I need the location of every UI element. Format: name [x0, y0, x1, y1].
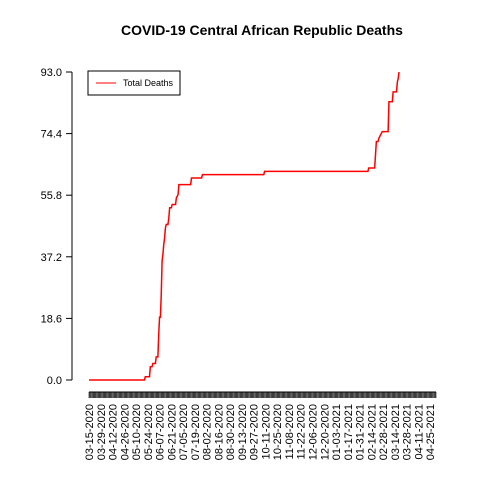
chart-title: COVID-19 Central African Republic Deaths [121, 22, 403, 38]
x-tick-label: 01-17-2021 [343, 404, 355, 460]
plot-area [89, 71, 400, 381]
legend: Total Deaths [87, 70, 181, 96]
x-tick-label: 09-13-2020 [237, 404, 249, 460]
x-tick-label: 06-21-2020 [166, 404, 178, 460]
x-tick-label: 04-25-2021 [425, 404, 437, 460]
x-tick-label: 03-29-2020 [96, 404, 108, 460]
x-tick-label: 06-07-2020 [155, 404, 167, 460]
x-tick-label: 02-28-2021 [378, 404, 390, 460]
x-tick-label: 11-08-2020 [284, 404, 296, 459]
x-tick-label: 10-11-2020 [260, 404, 272, 459]
y-tick-label: 55.8 [41, 190, 62, 202]
x-tick-label: 05-10-2020 [131, 404, 143, 460]
x-tick-label: 07-05-2020 [178, 404, 190, 460]
x-tick-label: 07-19-2020 [190, 404, 202, 460]
x-tick-label: 08-02-2020 [202, 404, 214, 460]
x-tick-label: 08-16-2020 [213, 404, 225, 460]
y-tick-label: 0.0 [47, 375, 62, 387]
x-tick-label: 09-27-2020 [249, 404, 261, 460]
y-ticks: 0.0 18.6 37.2 55.8 74.4 93.0 [41, 67, 72, 387]
x-tick-label: 04-12-2020 [108, 404, 120, 460]
x-tick-label: 01-31-2021 [355, 404, 367, 460]
y-tick-label: 93.0 [41, 67, 62, 79]
x-tick-label: 12-20-2020 [319, 404, 331, 460]
x-tick-label: 01-03-2021 [331, 404, 343, 460]
y-tick-label: 37.2 [41, 252, 62, 264]
series-line-total-deaths [89, 71, 400, 381]
x-tick-label: 12-06-2020 [307, 404, 319, 460]
x-tick-label: 04-26-2020 [119, 404, 131, 460]
x-tick-label: 11-22-2020 [296, 404, 308, 459]
y-tick-label: 74.4 [41, 129, 62, 141]
x-tick-label: 08-30-2020 [225, 404, 237, 460]
x-tick-label: 03-28-2021 [402, 404, 414, 460]
x-axis: 03-15-2020 03-29-2020 04-12-2020 04-26-2020… [84, 391, 437, 460]
legend-label: Total Deaths [123, 78, 174, 88]
x-tick-label: 10-25-2020 [272, 404, 284, 460]
x-tick-label: 04-11-2021 [413, 404, 425, 459]
x-tick-label: 05-24-2020 [143, 404, 155, 460]
x-tick-label: 03-15-2020 [84, 404, 96, 460]
x-tick-label: 02-14-2021 [366, 404, 378, 460]
x-tick-label: 03-14-2021 [390, 404, 402, 460]
y-tick-label: 18.6 [41, 313, 62, 325]
